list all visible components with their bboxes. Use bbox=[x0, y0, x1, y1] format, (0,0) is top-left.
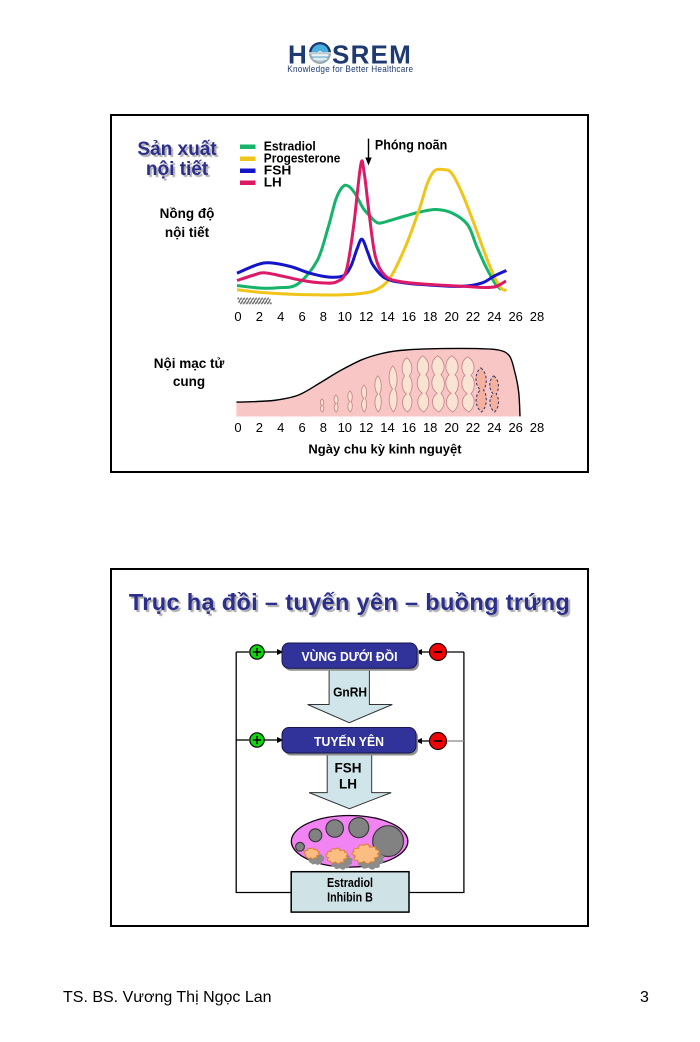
svg-text:TUYẾN YÊN: TUYẾN YÊN bbox=[314, 734, 384, 749]
svg-text:LH: LH bbox=[264, 175, 282, 190]
svg-text:GnRH: GnRH bbox=[333, 684, 367, 699]
svg-text:12: 12 bbox=[359, 420, 373, 435]
svg-text:FSH: FSH bbox=[335, 761, 362, 776]
svg-text:14: 14 bbox=[380, 309, 394, 324]
svg-text:18: 18 bbox=[423, 309, 437, 324]
svg-text:28: 28 bbox=[530, 420, 544, 435]
svg-text:LH: LH bbox=[339, 777, 357, 792]
svg-text:10: 10 bbox=[338, 420, 352, 435]
svg-text:0: 0 bbox=[234, 309, 241, 324]
svg-text:Progesterone: Progesterone bbox=[264, 151, 341, 166]
svg-text:26: 26 bbox=[508, 309, 522, 324]
svg-text:4: 4 bbox=[277, 309, 284, 324]
svg-text:14: 14 bbox=[380, 420, 394, 435]
svg-text:10: 10 bbox=[338, 309, 352, 324]
svg-text:24: 24 bbox=[487, 420, 501, 435]
svg-text:6: 6 bbox=[298, 420, 305, 435]
svg-text:0: 0 bbox=[234, 420, 241, 435]
svg-text:12: 12 bbox=[359, 309, 373, 324]
svg-text:Estradiol: Estradiol bbox=[327, 875, 373, 890]
svg-text:6: 6 bbox=[298, 309, 305, 324]
svg-text:28: 28 bbox=[530, 309, 544, 324]
svg-text:FSH: FSH bbox=[264, 163, 292, 178]
svg-text:2: 2 bbox=[256, 420, 263, 435]
svg-text:Estradiol: Estradiol bbox=[264, 139, 316, 154]
svg-text:VÙNG DƯỚI ĐỒI: VÙNG DƯỚI ĐỒI bbox=[302, 649, 398, 664]
svg-text:Phóng noãn: Phóng noãn bbox=[375, 137, 447, 153]
svg-text:20: 20 bbox=[444, 420, 458, 435]
svg-text:4: 4 bbox=[277, 420, 284, 435]
svg-text:18: 18 bbox=[423, 420, 437, 435]
svg-text:16: 16 bbox=[402, 309, 416, 324]
svg-text:22: 22 bbox=[466, 309, 480, 324]
svg-text:20: 20 bbox=[444, 309, 458, 324]
svg-text:22: 22 bbox=[466, 420, 480, 435]
svg-text:16: 16 bbox=[402, 420, 416, 435]
svg-text:2: 2 bbox=[256, 309, 263, 324]
svg-text:Ngày chu kỳ kinh nguyệt: Ngày chu kỳ kinh nguyệt bbox=[308, 442, 462, 457]
svg-text:8: 8 bbox=[320, 420, 327, 435]
svg-text:26: 26 bbox=[508, 420, 522, 435]
svg-text:Inhibin B: Inhibin B bbox=[327, 890, 373, 905]
svg-text:24: 24 bbox=[487, 309, 501, 324]
svg-text:8: 8 bbox=[320, 309, 327, 324]
